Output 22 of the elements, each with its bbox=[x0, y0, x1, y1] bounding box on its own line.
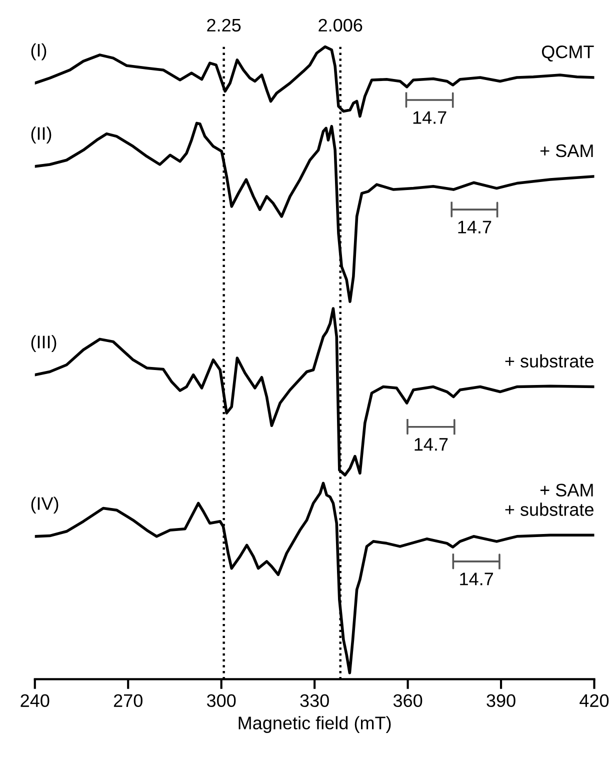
series-label: + SAM bbox=[540, 144, 593, 158]
x-tick-label: 390 bbox=[486, 694, 516, 708]
x-tick-label: 270 bbox=[114, 694, 142, 708]
x-tick-label: 330 bbox=[300, 694, 329, 708]
series-label: QCMT bbox=[542, 45, 594, 62]
series-label: + SAM + substrate bbox=[505, 484, 594, 516]
annotation: 14.7 bbox=[414, 438, 448, 451]
annotation: (IV) bbox=[31, 496, 58, 514]
x-tick-label: 240 bbox=[20, 694, 50, 708]
annotation: 14.7 bbox=[460, 572, 493, 586]
annotation: (III) bbox=[31, 335, 56, 352]
x-tick-label: 300 bbox=[206, 694, 236, 708]
annotation: (II) bbox=[31, 126, 52, 144]
text: 2.25 bbox=[207, 18, 241, 32]
annotation: 14.7 bbox=[413, 111, 446, 124]
series-label: + substrate bbox=[505, 354, 594, 368]
x-tick-label: 360 bbox=[393, 694, 422, 708]
annotation: 14.7 bbox=[458, 220, 492, 234]
x-tick-label: 420 bbox=[580, 694, 609, 708]
x-axis-title: Magnetic field (mT) bbox=[238, 716, 391, 733]
annotation: (I) bbox=[31, 43, 46, 60]
text: 2.006 bbox=[318, 18, 362, 32]
